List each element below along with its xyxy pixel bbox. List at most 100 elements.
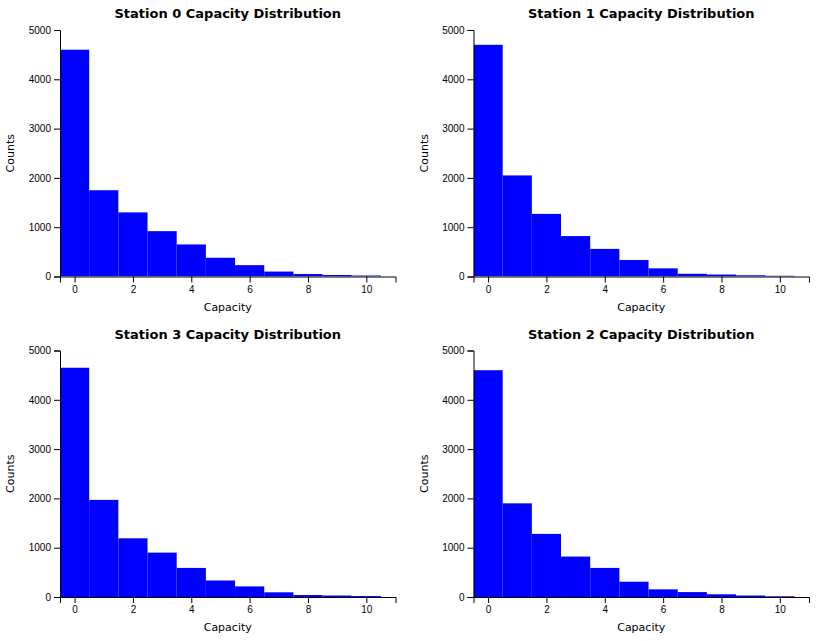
bar [736,275,765,276]
y-axis: 010002000300040005000 [442,25,474,283]
x-axis: 0246810 [474,277,810,295]
x-axis: 0246810 [61,277,397,295]
figure: 0246810010002000300040005000Station 0 Ca… [0,0,827,641]
bar [293,274,322,276]
tick-mark [488,277,489,283]
x-axis-title: Capacity [617,301,666,314]
tick-mark [191,597,192,603]
x-axis: 0 2 4 6 8 10 [474,597,810,615]
y-axis-title: Counts [418,134,431,173]
axis-line [61,598,397,604]
tick-label: 8 [306,604,312,615]
tick-label: 6 [661,284,667,295]
bar [532,534,561,597]
tick-mark [663,277,664,283]
tick-mark [780,277,781,283]
bar [323,596,352,597]
tick: 0 [486,597,492,615]
tick-mark [191,277,192,283]
tick-label: 6 [661,604,667,615]
tick-mark [721,597,722,603]
bar [765,275,794,276]
tick: 4 [189,597,195,615]
tick-label: 4000 [442,395,465,406]
tick-mark [250,597,251,603]
x-axis-title: Capacity [204,621,253,634]
tick: 2000 [442,493,473,504]
tick-mark [468,400,474,401]
tick-label: 8 [719,284,725,295]
bar [474,370,503,597]
bar [148,231,177,276]
bar [60,50,89,277]
axis-line [468,351,475,598]
tick: 2000 [29,493,60,504]
tick-label: 8 [306,284,312,295]
tick-label: 6 [247,284,253,295]
tick: 10 [775,597,787,615]
bar [118,212,147,276]
tick: 4 [603,277,609,295]
tick-mark [468,129,474,130]
tick: 2 [544,597,550,615]
tick-label: 10 [775,604,787,615]
tick-mark [54,548,60,549]
tick: 3000 [29,123,60,134]
tick-mark [468,548,474,549]
tick-mark [133,277,134,283]
tick-mark [468,178,474,179]
tick-mark [54,277,60,278]
tick: 4000 [442,395,473,406]
bar [678,274,707,277]
tick-mark [54,597,60,598]
tick: 6 [247,597,253,615]
bar [503,503,532,597]
tick-label: 3000 [29,123,52,134]
tick-label: 5000 [29,25,52,36]
tick-mark [54,79,60,80]
tick-label: 5000 [442,25,465,36]
axis-line [474,277,810,283]
tick-label: 0 [45,592,51,603]
title: Station 2 Capacity Distribution [528,327,755,342]
tick-mark [54,351,60,352]
tick-mark [468,30,474,31]
tick-label: 2000 [442,173,465,184]
tick-mark [54,400,60,401]
tick-mark [54,30,60,31]
y-axis: 010002000300040005000 [442,345,474,603]
tick: 1000 [29,542,60,553]
tick-mark [546,597,547,603]
tick: 8 [719,597,725,615]
tick-mark [605,597,606,603]
tick: 4 [603,597,609,615]
tick: 4 [189,277,195,295]
plot-area [474,45,795,277]
axis-line [61,277,397,283]
bar [561,557,590,597]
tick: 8 [306,277,312,295]
tick: 2000 [29,173,60,184]
tick-label: 4000 [29,74,52,85]
tick: 2 [131,277,137,295]
tick-label: 1000 [29,222,52,233]
tick-mark [468,351,474,352]
tick: 8 [306,597,312,615]
bar [352,596,381,597]
tick-label: 10 [775,284,787,295]
tick: 0 [72,277,78,295]
tick-mark [663,597,664,603]
tick-mark [488,597,489,603]
tick-label: 1000 [29,542,52,553]
tick: 0 [45,271,60,282]
tick-label: 4000 [442,74,465,85]
bar [352,275,381,276]
tick-mark [54,129,60,130]
tick-label: 4000 [29,395,52,406]
y-axis-title: Counts [4,454,17,493]
bar [323,275,352,276]
bar [177,244,206,276]
tick-label: 4 [189,604,195,615]
tick-label: 0 [72,284,78,295]
tick-label: 0 [459,271,465,282]
